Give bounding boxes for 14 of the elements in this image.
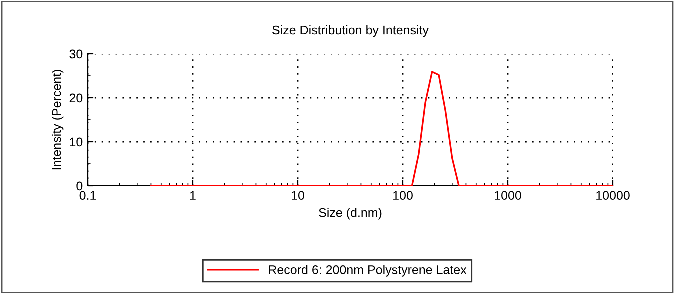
legend-label: Record 6: 200nm Polystyrene Latex [269,265,467,277]
x-tick-label: 100 [394,191,413,200]
y-tick-label: 10 [70,138,83,147]
x-tick-label: 1000 [495,191,522,200]
y-axis-title: Intensity (Percent) [52,70,64,170]
x-tick-label: 10 [292,191,304,200]
x-tick-label: 10000 [596,191,630,200]
chart-title: Size Distribution by Intensity [272,25,429,38]
y-tick-label: 20 [70,94,83,103]
x-tick-label: 0.1 [80,191,96,200]
x-tick-label: 1 [190,191,196,200]
x-axis-title: Size (d.nm) [319,208,382,220]
y-tick-label: 30 [70,50,83,59]
y-tick-label: 0 [76,182,83,191]
